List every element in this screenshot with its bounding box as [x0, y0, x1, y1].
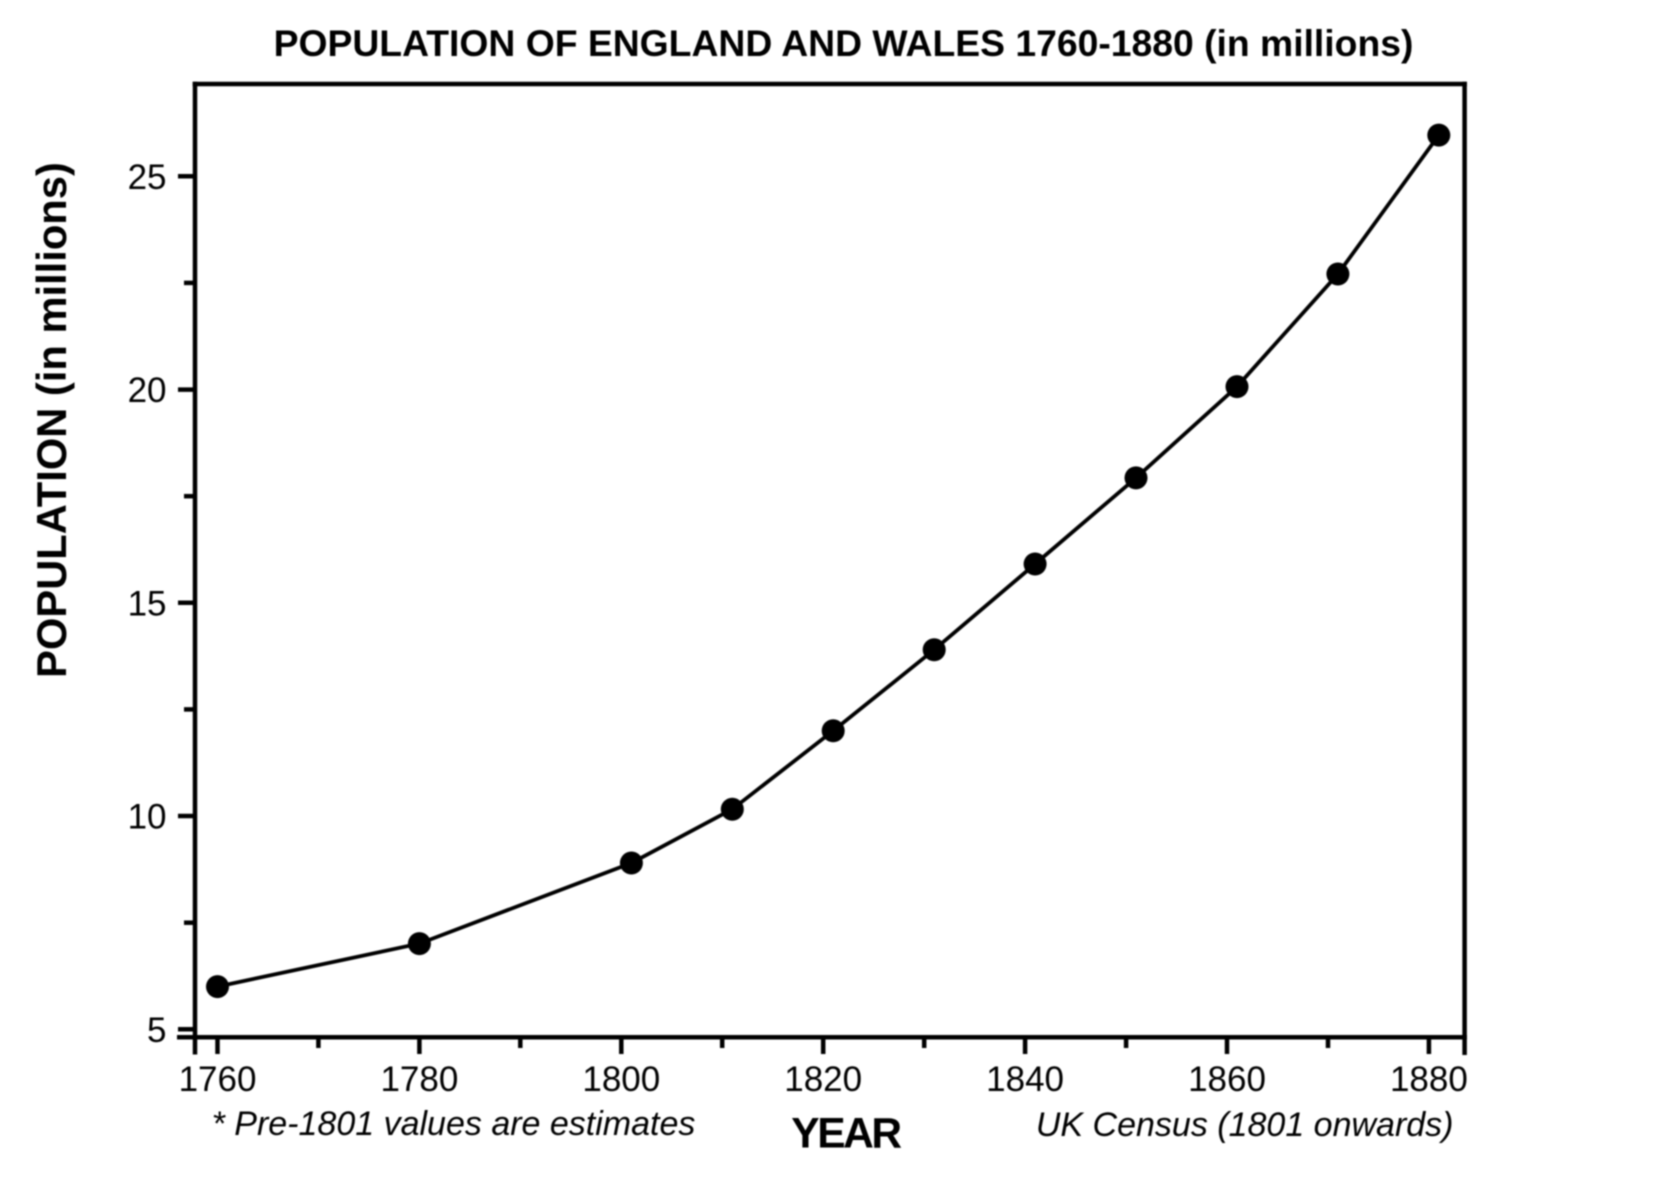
svg-text:1780: 1780: [380, 1060, 458, 1099]
svg-text:1800: 1800: [582, 1060, 660, 1099]
svg-text:1820: 1820: [784, 1060, 862, 1099]
svg-text:* Pre-1801 values are estimate: * Pre-1801 values are estimates: [212, 1105, 696, 1143]
svg-text:1860: 1860: [1188, 1060, 1266, 1099]
svg-text:20: 20: [128, 371, 167, 410]
svg-text:UK Census (1801 onwards): UK Census (1801 onwards): [1036, 1106, 1454, 1144]
svg-text:1880: 1880: [1390, 1060, 1468, 1099]
svg-text:POPULATION OF ENGLAND AND WALE: POPULATION OF ENGLAND AND WALES 1760-188…: [274, 22, 1414, 64]
svg-text:10: 10: [128, 798, 167, 837]
svg-text:1840: 1840: [986, 1060, 1064, 1099]
svg-text:15: 15: [128, 584, 167, 623]
svg-text:5: 5: [147, 1011, 166, 1050]
svg-text:POPULATION (in millions): POPULATION (in millions): [28, 162, 75, 678]
svg-text:25: 25: [128, 158, 167, 197]
svg-text:1760: 1760: [179, 1060, 257, 1099]
svg-text:YEAR: YEAR: [791, 1111, 901, 1158]
